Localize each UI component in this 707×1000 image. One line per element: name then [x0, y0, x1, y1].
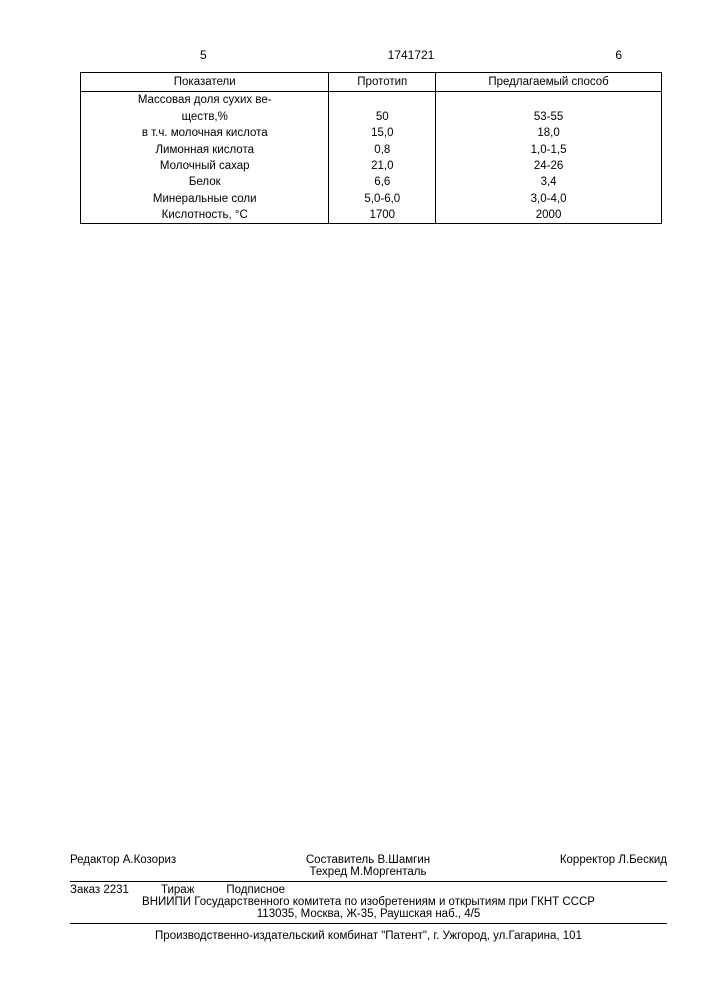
compiler-credit: Составитель В.Шамгин — [184, 854, 552, 866]
techred-credit: Техред М.Моргенталь — [184, 866, 552, 878]
page-header: 5 1741721 6 — [80, 48, 662, 62]
cell-label: Минеральные соли — [81, 191, 329, 207]
divider — [70, 923, 667, 924]
table-row: Массовая доля сухих ве- — [81, 92, 662, 109]
imprint-footer: Редактор А.Козориз Составитель В.Шамгин … — [70, 854, 667, 942]
cell-label: Молочный сахар — [81, 158, 329, 174]
cell-prop: 18,0 — [436, 125, 662, 141]
page-number-left: 5 — [200, 48, 207, 62]
credits-row: Редактор А.Козориз Составитель В.Шамгин … — [70, 854, 667, 878]
cell-proto: 5,0-6,0 — [329, 191, 436, 207]
page-number-right: 6 — [615, 48, 622, 62]
org-line: ВНИИПИ Государственного комитета по изоб… — [70, 896, 667, 908]
properties-table: Показатели Прототип Предлагаемый способ … — [80, 72, 662, 224]
cell-label: Лимонная кислота — [81, 142, 329, 158]
editor-credit: Редактор А.Козориз — [70, 854, 176, 878]
cell-prop: 24-26 — [436, 158, 662, 174]
cell-label: ществ,% — [81, 109, 329, 125]
table-body: Массовая доля сухих ве- ществ,% 50 53-55… — [81, 92, 662, 224]
cell-proto: 1700 — [329, 207, 436, 224]
cell-label: Кислотность, °С — [81, 207, 329, 224]
cell-proto: 21,0 — [329, 158, 436, 174]
table-row: ществ,% 50 53-55 — [81, 109, 662, 125]
cell-proto: 50 — [329, 109, 436, 125]
subscription: Подписное — [226, 884, 285, 896]
divider — [70, 881, 667, 882]
table-row: Кислотность, °С 1700 2000 — [81, 207, 662, 224]
order-row: Заказ 2231 Тираж Подписное — [70, 884, 667, 896]
cell-prop: 53-55 — [436, 109, 662, 125]
table-header-row: Показатели Прототип Предлагаемый способ — [81, 73, 662, 92]
cell-label: в т.ч. молочная кислота — [81, 125, 329, 141]
cell-prop: 3,0-4,0 — [436, 191, 662, 207]
document-number: 1741721 — [388, 48, 435, 62]
table-row: Белок 6,6 3,4 — [81, 174, 662, 190]
cell-proto: 0,8 — [329, 142, 436, 158]
corrector-credit: Корректор Л.Бескид — [560, 854, 667, 878]
print-run: Тираж — [161, 884, 194, 896]
cell-prop: 3,4 — [436, 174, 662, 190]
order-number: Заказ 2231 — [70, 884, 129, 896]
table-row: в т.ч. молочная кислота 15,0 18,0 — [81, 125, 662, 141]
cell-prop: 1,0-1,5 — [436, 142, 662, 158]
cell-proto: 6,6 — [329, 174, 436, 190]
table-row: Минеральные соли 5,0-6,0 3,0-4,0 — [81, 191, 662, 207]
cell-proto: 15,0 — [329, 125, 436, 141]
patent-page: 5 1741721 6 Показатели Прототип Предлага… — [0, 0, 707, 1000]
cell-proto — [329, 92, 436, 109]
table-row: Молочный сахар 21,0 24-26 — [81, 158, 662, 174]
cell-label: Белок — [81, 174, 329, 190]
col-header-parameter: Показатели — [81, 73, 329, 92]
table-row: Лимонная кислота 0,8 1,0-1,5 — [81, 142, 662, 158]
col-header-proposed: Предлагаемый способ — [436, 73, 662, 92]
addr-line: 113035, Москва, Ж-35, Раушская наб., 4/5 — [70, 908, 667, 920]
cell-label: Массовая доля сухих ве- — [81, 92, 329, 109]
cell-prop: 2000 — [436, 207, 662, 224]
col-header-prototype: Прототип — [329, 73, 436, 92]
cell-prop — [436, 92, 662, 109]
printer-line: Производственно-издательский комбинат "П… — [70, 930, 667, 942]
